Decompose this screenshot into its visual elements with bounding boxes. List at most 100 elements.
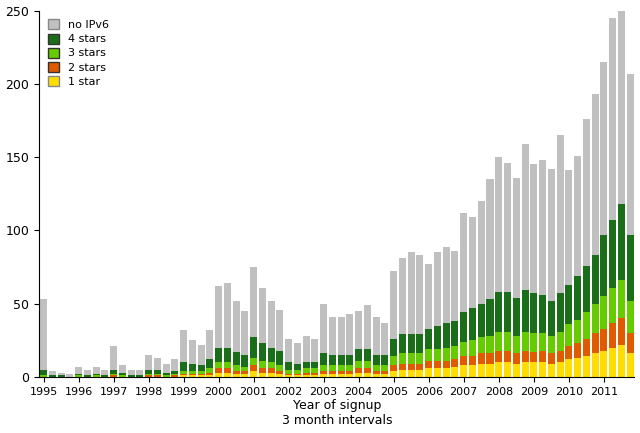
Bar <box>198 371 205 374</box>
Bar <box>460 213 467 313</box>
Bar <box>591 333 598 353</box>
Bar <box>425 368 432 377</box>
Bar <box>504 362 511 377</box>
Bar <box>58 375 65 377</box>
Bar <box>477 364 484 377</box>
Bar <box>565 359 572 377</box>
Bar <box>224 348 231 362</box>
Bar <box>618 280 625 318</box>
Bar <box>408 353 415 364</box>
Bar <box>408 370 415 377</box>
Bar <box>294 375 301 377</box>
Bar <box>548 353 555 364</box>
Bar <box>163 372 170 375</box>
Bar <box>408 334 415 353</box>
Bar <box>477 304 484 337</box>
Bar <box>215 348 222 362</box>
Bar <box>600 62 607 235</box>
Bar <box>250 371 257 377</box>
Bar <box>215 286 222 348</box>
Bar <box>583 313 590 339</box>
Bar <box>583 339 590 356</box>
Bar <box>259 361 266 368</box>
Bar <box>285 374 292 375</box>
Bar <box>513 178 520 298</box>
Bar <box>206 372 213 375</box>
Bar <box>294 364 301 370</box>
Bar <box>364 372 371 377</box>
Bar <box>189 364 196 371</box>
Bar <box>320 304 327 353</box>
Bar <box>312 372 319 375</box>
Bar <box>504 332 511 351</box>
Bar <box>460 365 467 377</box>
Bar <box>145 374 152 375</box>
Bar <box>338 365 345 371</box>
Bar <box>329 365 336 371</box>
Bar <box>372 355 380 365</box>
Bar <box>312 368 319 372</box>
Bar <box>548 301 555 336</box>
Bar <box>145 370 152 374</box>
Bar <box>163 375 170 377</box>
Bar <box>513 298 520 336</box>
Bar <box>399 370 406 377</box>
Bar <box>618 345 625 377</box>
Bar <box>531 352 537 362</box>
Bar <box>609 220 616 288</box>
Bar <box>434 349 441 361</box>
Bar <box>172 375 179 377</box>
Bar <box>548 169 555 301</box>
Bar <box>390 271 397 339</box>
Bar <box>627 353 634 377</box>
Bar <box>232 371 239 374</box>
Bar <box>294 374 301 375</box>
Bar <box>486 353 493 364</box>
Bar <box>574 358 581 377</box>
Bar <box>627 235 634 301</box>
Bar <box>477 353 484 364</box>
Bar <box>198 375 205 377</box>
Bar <box>609 348 616 377</box>
Bar <box>312 375 319 377</box>
Bar <box>40 370 47 375</box>
Bar <box>417 255 424 334</box>
Bar <box>40 375 47 377</box>
Bar <box>504 163 511 292</box>
Bar <box>241 374 248 377</box>
Bar <box>513 353 520 364</box>
Bar <box>101 375 108 377</box>
Bar <box>399 334 406 353</box>
Bar <box>268 348 275 362</box>
Bar <box>522 351 529 362</box>
Bar <box>338 374 345 377</box>
Bar <box>58 372 65 375</box>
Bar <box>399 258 406 334</box>
Bar <box>198 374 205 375</box>
Bar <box>75 375 82 377</box>
Bar <box>93 375 100 377</box>
Bar <box>548 364 555 377</box>
Bar <box>583 119 590 265</box>
Bar <box>338 355 345 365</box>
Bar <box>469 340 476 356</box>
Bar <box>224 368 231 372</box>
Bar <box>417 334 424 353</box>
Bar <box>600 329 607 351</box>
Bar <box>276 365 284 371</box>
Bar <box>574 155 581 276</box>
Bar <box>539 362 546 377</box>
Bar <box>627 74 634 235</box>
Bar <box>93 367 100 374</box>
Bar <box>443 323 450 348</box>
Bar <box>618 0 625 204</box>
Bar <box>557 332 564 351</box>
Bar <box>312 339 319 362</box>
Bar <box>189 375 196 377</box>
Bar <box>232 352 239 365</box>
Bar <box>434 252 441 326</box>
Bar <box>627 333 634 353</box>
Bar <box>600 235 607 296</box>
Bar <box>206 359 213 368</box>
Bar <box>522 332 529 351</box>
